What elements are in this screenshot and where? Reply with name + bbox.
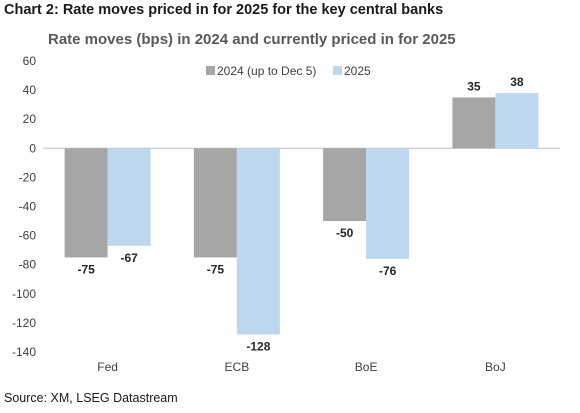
bar-boe-series-2 [366, 148, 410, 259]
data-label: -128 [246, 340, 270, 354]
y-tick-label: -120 [12, 316, 36, 330]
source-note: Source: XM, LSEG Datastream [4, 391, 178, 405]
y-tick-label: -40 [19, 200, 37, 214]
y-tick-label: 20 [23, 112, 37, 126]
x-tick-label: BoJ [485, 360, 506, 374]
data-label: -76 [379, 264, 397, 278]
bar-fed-series-1 [64, 148, 108, 258]
data-labels: -75 -67 -75 -128 -50 -76 35 38 [77, 75, 523, 354]
y-axis: 60 40 20 0 -20 -40 -60 -80 -100 -120 -140 [12, 54, 560, 359]
bars [64, 93, 539, 335]
y-tick-label: -60 [19, 229, 37, 243]
legend: 2024 (up to Dec 5) 2025 [206, 64, 371, 78]
page-title: Chart 2: Rate moves priced in for 2025 f… [4, 2, 444, 18]
y-tick-label: 0 [29, 141, 36, 155]
y-tick-label: -100 [12, 287, 36, 301]
data-label: 38 [510, 75, 524, 89]
chart-title: Rate moves (bps) in 2024 and currently p… [48, 31, 456, 48]
x-tick-label: Fed [97, 360, 118, 374]
y-tick-label: -140 [12, 345, 36, 359]
bar-boj-series-2 [495, 93, 539, 149]
data-label: -75 [77, 262, 95, 276]
data-label: -50 [336, 226, 354, 240]
y-tick-label: -20 [19, 170, 37, 184]
legend-swatch [333, 66, 342, 75]
y-tick-label: 60 [23, 54, 37, 68]
y-tick-label: 40 [23, 83, 37, 97]
bar-boj-series-1 [452, 97, 496, 149]
legend-swatch [206, 66, 215, 75]
bar-boe-series-1 [323, 148, 367, 222]
data-label: -67 [120, 251, 138, 265]
x-axis: Fed ECB BoE BoJ [97, 360, 505, 374]
legend-label: 2025 [344, 64, 371, 78]
bar-ecb-series-1 [193, 148, 237, 258]
y-tick-label: -80 [19, 258, 37, 272]
x-tick-label: BoE [355, 360, 378, 374]
legend-label: 2024 (up to Dec 5) [217, 64, 316, 78]
bar-ecb-series-2 [236, 148, 280, 335]
x-tick-label: ECB [225, 360, 250, 374]
data-label: -75 [207, 262, 225, 276]
data-label: 35 [467, 79, 481, 93]
bar-fed-series-2 [107, 148, 151, 246]
